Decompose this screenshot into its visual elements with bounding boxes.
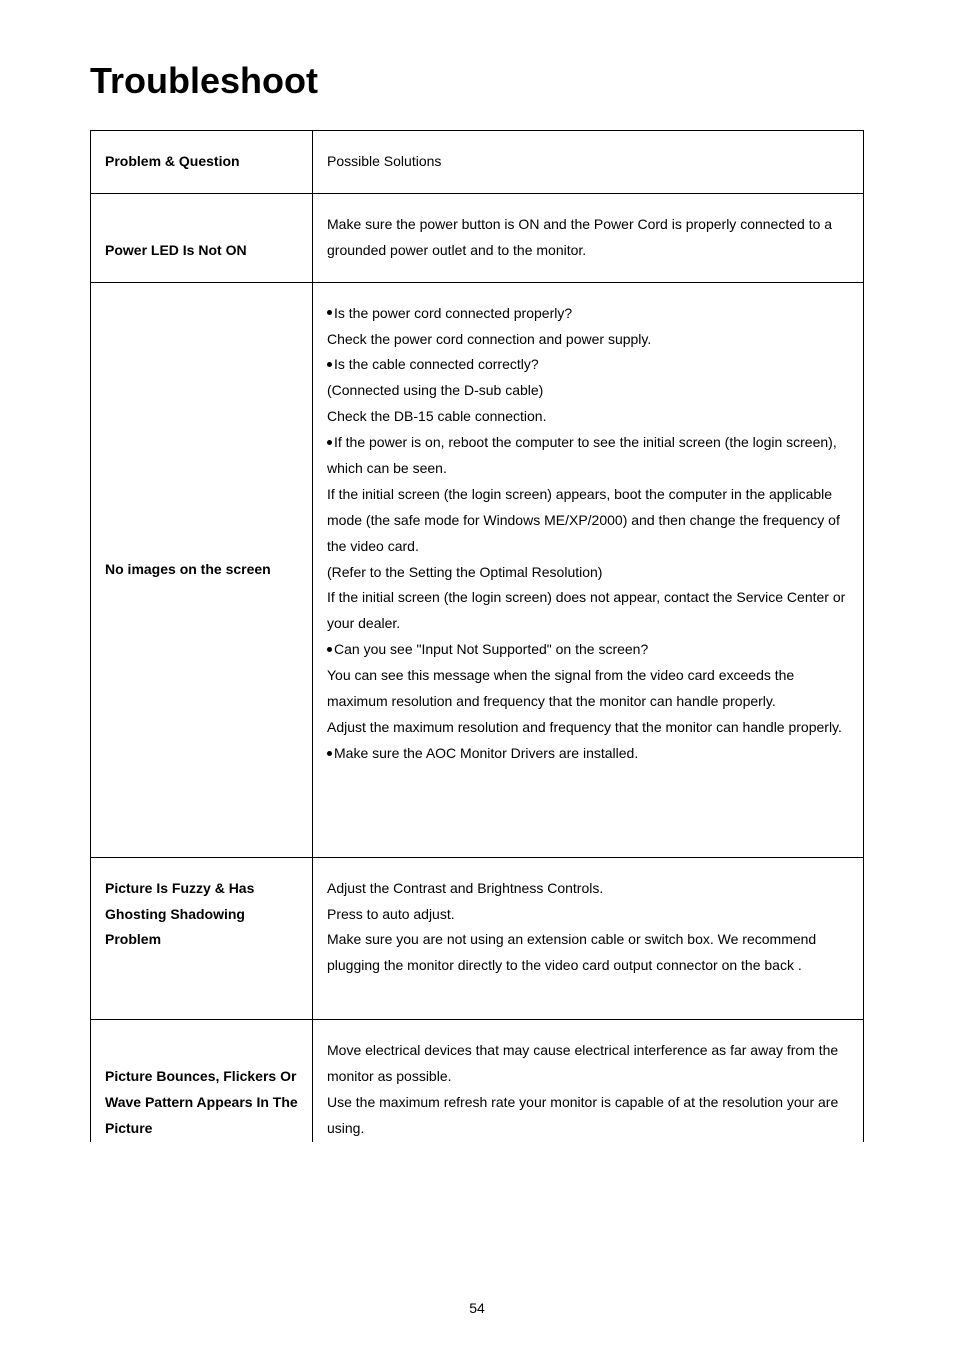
table-header-row: Problem & Question Possible Solutions: [91, 131, 864, 194]
solution-line: Make sure the AOC Monitor Drivers are in…: [327, 741, 849, 767]
solution-cell: Make sure the power button is ON and the…: [313, 193, 864, 282]
solution-line: (Refer to the Setting the Optimal Resolu…: [327, 560, 849, 586]
solution-line: If the initial screen (the login screen)…: [327, 585, 849, 637]
solution-line: You can see this message when the signal…: [327, 663, 849, 715]
problem-cell: Power LED Is Not ON: [91, 193, 313, 282]
solution-cell: Move electrical devices that may cause e…: [313, 1020, 864, 1142]
problem-cell: No images on the screen: [91, 282, 313, 857]
page-number: 54: [0, 1300, 954, 1316]
solution-line: Is the cable connected correctly?: [327, 352, 849, 378]
page-title: Troubleshoot: [90, 60, 864, 102]
problem-cell: Picture Is Fuzzy & Has Ghosting Shadowin…: [91, 857, 313, 1020]
troubleshoot-table: Problem & Question Possible Solutions Po…: [90, 130, 864, 1142]
table-row: No images on the screen Is the power cor…: [91, 282, 864, 857]
solution-cell: Is the power cord connected properly?Che…: [313, 282, 864, 857]
solution-line: Is the power cord connected properly?: [327, 301, 849, 327]
table-row: Picture Bounces, Flickers Or Wave Patter…: [91, 1020, 864, 1142]
problem-cell: Picture Bounces, Flickers Or Wave Patter…: [91, 1020, 313, 1142]
solution-line: If the initial screen (the login screen)…: [327, 482, 849, 560]
solution-line: Adjust the maximum resolution and freque…: [327, 715, 849, 741]
solution-cell: Adjust the Contrast and Brightness Contr…: [313, 857, 864, 1020]
bullet-icon: [327, 647, 332, 652]
solution-line: If the power is on, reboot the computer …: [327, 430, 849, 482]
solution-line: Can you see "Input Not Supported" on the…: [327, 637, 849, 663]
header-solution: Possible Solutions: [313, 131, 864, 194]
bullet-icon: [327, 310, 332, 315]
bullet-icon: [327, 440, 332, 445]
table-row: Picture Is Fuzzy & Has Ghosting Shadowin…: [91, 857, 864, 1020]
bullet-icon: [327, 362, 332, 367]
header-problem: Problem & Question: [91, 131, 313, 194]
solution-line: (Connected using the D-sub cable): [327, 378, 849, 404]
solution-line: Check the power cord connection and powe…: [327, 327, 849, 353]
solution-line: Check the DB-15 cable connection.: [327, 404, 849, 430]
bullet-icon: [327, 751, 332, 756]
table-row: Power LED Is Not ON Make sure the power …: [91, 193, 864, 282]
